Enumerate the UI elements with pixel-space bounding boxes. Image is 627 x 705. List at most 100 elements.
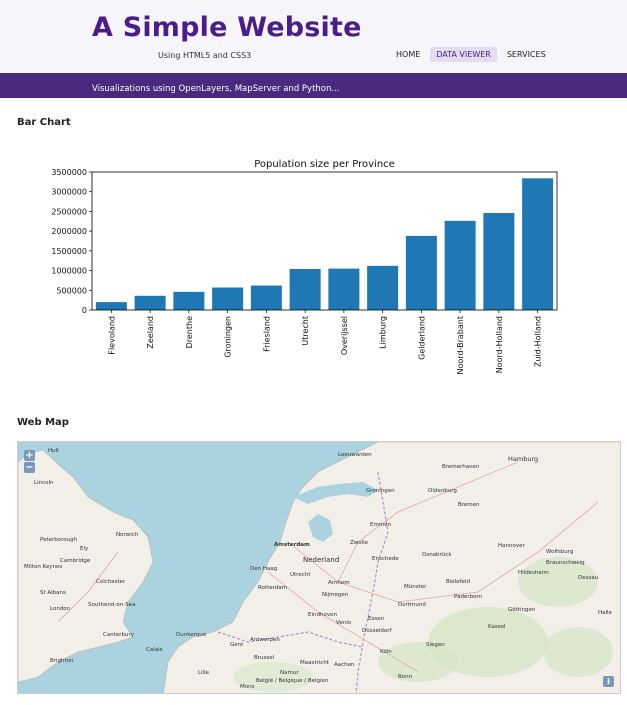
map-label: Eindhoven xyxy=(308,612,337,618)
main-nav: HOME DATA VIEWER SERVICES xyxy=(390,47,552,62)
attribution-info-button[interactable]: i xyxy=(603,676,614,687)
map-label: London xyxy=(50,606,71,612)
y-tick-label: 0 xyxy=(82,306,87,315)
bar-chart-heading: Bar Chart xyxy=(17,117,71,128)
plot-frame xyxy=(91,171,558,311)
y-tick-label: 3000000 xyxy=(51,188,87,197)
site-title: A Simple Website xyxy=(92,12,362,43)
web-map-heading: Web Map xyxy=(17,417,69,428)
map-label: Leeuwarden xyxy=(338,452,372,458)
banner xyxy=(0,73,627,98)
nav-services[interactable]: SERVICES xyxy=(506,50,546,59)
map-label: Ely xyxy=(80,546,89,552)
nav-data-viewer[interactable]: DATA VIEWER xyxy=(430,47,497,62)
map-label: Dessau xyxy=(578,575,599,581)
map-label: Groningen xyxy=(366,488,395,494)
bar xyxy=(134,295,166,310)
map-label: Enschede xyxy=(372,556,399,562)
y-tick-label: 500000 xyxy=(56,286,87,295)
bar xyxy=(289,268,321,310)
map-label: Dunkerque xyxy=(176,632,207,638)
y-tick-label: 1500000 xyxy=(51,247,87,256)
map-label: Hannover xyxy=(498,543,525,549)
x-tick-label: Zeeland xyxy=(146,316,155,349)
map-label: Southend-on-Sea xyxy=(88,602,136,608)
map-label: Siegen xyxy=(426,642,445,648)
y-tick-label: 1000000 xyxy=(51,267,87,276)
map-base xyxy=(18,442,620,693)
map-label: Aachen xyxy=(334,662,355,668)
map-label: Halle xyxy=(598,610,612,616)
map-label: België / Belgique / Belgien xyxy=(256,678,329,684)
map-label: Norwich xyxy=(116,532,139,538)
web-map[interactable]: Hull Lincoln Norwich Peterborough Ely Ca… xyxy=(17,441,621,694)
bar xyxy=(173,291,205,310)
map-label: Kassel xyxy=(488,624,506,630)
map-label: Lincoln xyxy=(34,480,54,486)
x-tick-label: Flevoland xyxy=(107,316,116,355)
map-label: Zwolle xyxy=(350,540,369,546)
map-label: Lille xyxy=(198,670,210,676)
map-label: Bremen xyxy=(458,502,480,508)
map-label: Calais xyxy=(146,647,163,653)
map-label: Essen xyxy=(368,616,385,622)
map-label: Köln xyxy=(380,649,392,655)
map-label: Venlo xyxy=(336,620,352,626)
map-label: Brighton xyxy=(50,658,74,664)
x-tick-label: Friesland xyxy=(262,316,271,352)
zoom-out-button[interactable]: − xyxy=(24,462,35,473)
banner-text: Visualizations using OpenLayers, MapServ… xyxy=(92,84,340,94)
map-label: Milton Keynes xyxy=(24,564,63,570)
map-label: Paderborn xyxy=(454,594,483,600)
chart-title: Population size per Province xyxy=(254,159,395,170)
map-label: Bremerhaven xyxy=(442,464,480,470)
map-label: Gent xyxy=(230,642,244,648)
map-label: Mons xyxy=(240,684,255,690)
x-tick-label: Groningen xyxy=(224,316,233,358)
y-tick-label: 2500000 xyxy=(51,207,87,216)
map-label: Maastricht xyxy=(300,660,329,666)
bar-chart: Population size per Province 0 500000 10000… xyxy=(40,150,580,380)
map-label: Düsseldorf xyxy=(362,628,392,634)
map-label: Osnabrück xyxy=(422,552,452,558)
map-label: Antwerpen xyxy=(250,637,280,643)
map-label: Hull xyxy=(48,448,59,454)
map-label: Rotterdam xyxy=(258,585,288,591)
map-label: Bonn xyxy=(398,674,413,680)
map-label: Cambridge xyxy=(60,558,91,564)
y-tick-label: 3500000 xyxy=(51,168,87,177)
bar xyxy=(522,178,554,310)
site-header: A Simple Website Using HTML5 and CSS3 HO… xyxy=(0,0,627,73)
map-label: Münster xyxy=(404,584,427,590)
y-tick-label: 2000000 xyxy=(51,227,87,236)
bar xyxy=(95,302,127,310)
map-label: Bielefeld xyxy=(446,579,470,585)
map-label: Emmen xyxy=(370,522,392,528)
map-label: Hildesheim xyxy=(518,570,549,576)
bar xyxy=(328,268,360,310)
bar-chart-svg: Population size per Province 0 500000 10000… xyxy=(51,159,558,374)
x-tick-label: Noord-Brabant xyxy=(456,316,465,374)
x-tick-label: Zuid-Holland xyxy=(534,316,543,367)
zoom-controls: + − xyxy=(24,450,35,473)
map-label: Namur xyxy=(280,670,299,676)
map-label: Utrecht xyxy=(290,572,311,578)
zoom-in-button[interactable]: + xyxy=(24,450,35,461)
nav-home[interactable]: HOME xyxy=(396,50,421,59)
map-label: Göttingen xyxy=(508,607,536,613)
bar xyxy=(444,220,476,310)
x-tick-label: Limburg xyxy=(379,316,388,349)
x-tick-label: Utrecht xyxy=(301,316,310,346)
map-label: Den Haag xyxy=(250,566,278,572)
map-label: Nederland xyxy=(303,556,340,564)
bar xyxy=(483,213,515,310)
map-label: Nijmegen xyxy=(322,592,349,598)
map-label: St Albans xyxy=(40,590,66,596)
x-tick-label: Drenthe xyxy=(185,316,194,348)
map-label: Colchester xyxy=(96,579,126,585)
map-label: Canterbury xyxy=(103,632,134,638)
x-tick-label: Overijssel xyxy=(340,316,349,355)
bar xyxy=(367,265,399,310)
map-label: Amsterdam xyxy=(274,542,310,548)
map-label: Braunschweig xyxy=(546,560,585,566)
